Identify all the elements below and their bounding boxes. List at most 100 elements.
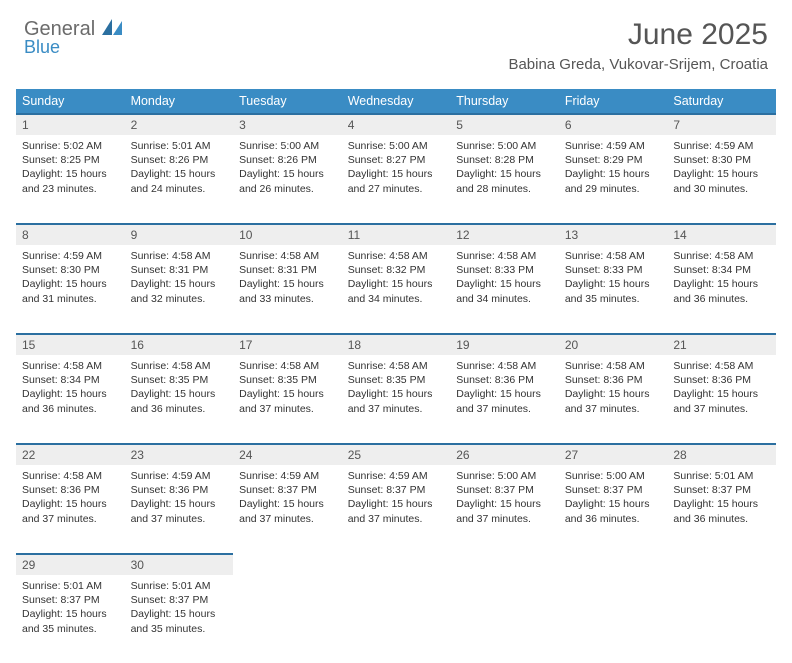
day-detail-line: Daylight: 15 hours and 32 minutes. (131, 277, 228, 305)
day-number-cell: 12 (450, 223, 559, 245)
day-detail-line: Sunset: 8:28 PM (456, 153, 553, 167)
day-number-cell: 10 (233, 223, 342, 245)
day-detail-line: Sunrise: 5:01 AM (673, 469, 770, 483)
day-number: 2 (125, 113, 234, 135)
day-content-cell: Sunrise: 5:01 AMSunset: 8:37 PMDaylight:… (125, 575, 234, 663)
day-details: Sunrise: 4:58 AMSunset: 8:32 PMDaylight:… (342, 245, 451, 314)
day-detail-line: Sunset: 8:30 PM (673, 153, 770, 167)
day-number-cell: 20 (559, 333, 668, 355)
day-content-cell: Sunrise: 4:58 AMSunset: 8:36 PMDaylight:… (450, 355, 559, 443)
day-number: 30 (125, 553, 234, 575)
day-detail-line: Daylight: 15 hours and 37 minutes. (22, 497, 119, 525)
day-content-row: Sunrise: 4:59 AMSunset: 8:30 PMDaylight:… (16, 245, 776, 333)
day-number: 22 (16, 443, 125, 465)
day-content-cell (450, 575, 559, 663)
day-detail-line: Sunset: 8:36 PM (673, 373, 770, 387)
day-number-cell: 4 (342, 113, 451, 135)
day-detail-line: Daylight: 15 hours and 36 minutes. (673, 497, 770, 525)
day-detail-line: Daylight: 15 hours and 26 minutes. (239, 167, 336, 195)
day-detail-line: Sunrise: 4:58 AM (131, 249, 228, 263)
day-detail-line: Sunrise: 4:58 AM (456, 359, 553, 373)
day-details: Sunrise: 5:00 AMSunset: 8:27 PMDaylight:… (342, 135, 451, 204)
day-number-cell: 9 (125, 223, 234, 245)
day-content-cell: Sunrise: 5:01 AMSunset: 8:37 PMDaylight:… (667, 465, 776, 553)
day-detail-line: Daylight: 15 hours and 37 minutes. (565, 387, 662, 415)
day-content-cell: Sunrise: 4:58 AMSunset: 8:32 PMDaylight:… (342, 245, 451, 333)
day-number-cell: 28 (667, 443, 776, 465)
day-detail-line: Sunrise: 4:58 AM (565, 359, 662, 373)
day-number-cell: 16 (125, 333, 234, 355)
day-content-cell: Sunrise: 4:58 AMSunset: 8:35 PMDaylight:… (233, 355, 342, 443)
day-details: Sunrise: 5:01 AMSunset: 8:37 PMDaylight:… (667, 465, 776, 534)
day-number-row: 891011121314 (16, 223, 776, 245)
day-number-cell: 30 (125, 553, 234, 575)
day-number-cell (233, 553, 342, 575)
day-detail-line: Daylight: 15 hours and 34 minutes. (348, 277, 445, 305)
day-content-row: Sunrise: 4:58 AM Sunset: 8:34 PM Daylight:… (16, 355, 776, 443)
day-number-cell: 13 (559, 223, 668, 245)
day-content-cell: Sunrise: 4:58 AMSunset: 8:36 PMDaylight:… (667, 355, 776, 443)
day-details: Sunrise: 4:59 AMSunset: 8:30 PMDaylight:… (16, 245, 125, 314)
day-detail-line: Sunset: 8:37 PM (565, 483, 662, 497)
day-detail-line: Daylight: 15 hours and 36 minutes. (131, 387, 228, 415)
day-number-cell (667, 553, 776, 575)
day-detail-line: Sunset: 8:26 PM (239, 153, 336, 167)
day-content-cell: Sunrise: 5:02 AMSunset: 8:25 PMDaylight:… (16, 135, 125, 223)
day-number: 19 (450, 333, 559, 355)
day-detail-line: Daylight: 15 hours and 27 minutes. (348, 167, 445, 195)
title-block: June 2025 Babina Greda, Vukovar-Srijem, … (508, 18, 768, 73)
day-number-cell: 19 (450, 333, 559, 355)
day-content-cell: Sunrise: 4:59 AMSunset: 8:29 PMDaylight:… (559, 135, 668, 223)
day-detail-line: Sunrise: 4:58 AM (22, 469, 119, 483)
day-detail-line: Daylight: 15 hours and 37 minutes. (239, 497, 336, 525)
day-detail-line: Sunrise: 5:00 AM (456, 139, 553, 153)
page-header: General Blue June 2025 Babina Greda, Vuk… (0, 0, 792, 81)
day-content-cell: Sunrise: 4:59 AMSunset: 8:30 PMDaylight:… (667, 135, 776, 223)
day-detail-line: Daylight: 15 hours and 31 minutes. (22, 277, 119, 305)
day-detail-line: Sunset: 8:34 PM (22, 373, 119, 387)
day-number-cell: 15 (16, 333, 125, 355)
day-content-cell: Sunrise: 4:58 AMSunset: 8:31 PMDaylight:… (125, 245, 234, 333)
day-content-cell: Sunrise: 4:58 AMSunset: 8:33 PMDaylight:… (450, 245, 559, 333)
day-detail-line: Sunrise: 4:58 AM (239, 249, 336, 263)
day-content-cell: Sunrise: 4:59 AMSunset: 8:37 PMDaylight:… (233, 465, 342, 553)
day-number-cell: 8 (16, 223, 125, 245)
day-number: 26 (450, 443, 559, 465)
day-detail-line: Sunrise: 4:58 AM (673, 249, 770, 263)
day-content-cell: Sunrise: 4:58 AMSunset: 8:34 PMDaylight:… (16, 355, 125, 443)
day-detail-line: Sunrise: 4:59 AM (22, 249, 119, 263)
day-details: Sunrise: 4:58 AMSunset: 8:33 PMDaylight:… (559, 245, 668, 314)
day-detail-line: Sunset: 8:37 PM (239, 483, 336, 497)
day-number: 27 (559, 443, 668, 465)
day-detail-line: Sunset: 8:35 PM (239, 373, 336, 387)
day-number-row: 1234567 (16, 113, 776, 135)
day-details: Sunrise: 4:59 AMSunset: 8:37 PMDaylight:… (233, 465, 342, 534)
day-content-row: Sunrise: 5:01 AMSunset: 8:37 PMDaylight:… (16, 575, 776, 663)
day-detail-line: Daylight: 15 hours and 23 minutes. (22, 167, 119, 195)
day-detail-line: Sunset: 8:32 PM (348, 263, 445, 277)
day-number-row: 2930 (16, 553, 776, 575)
day-number: 7 (667, 113, 776, 135)
day-detail-line: Daylight: 15 hours and 37 minutes. (131, 497, 228, 525)
day-detail-line: Sunset: 8:36 PM (456, 373, 553, 387)
day-detail-line: Sunset: 8:35 PM (131, 373, 228, 387)
day-detail-line: Sunrise: 4:59 AM (239, 469, 336, 483)
day-details: Sunrise: 4:58 AMSunset: 8:35 PMDaylight:… (233, 355, 342, 424)
day-number-row: 22232425262728 (16, 443, 776, 465)
day-detail-line: Sunrise: 4:59 AM (673, 139, 770, 153)
day-number-cell: 29 (16, 553, 125, 575)
day-details: Sunrise: 4:59 AMSunset: 8:29 PMDaylight:… (559, 135, 668, 204)
brand-logo: General Blue (24, 18, 124, 58)
day-details: Sunrise: 4:58 AMSunset: 8:34 PMDaylight:… (16, 355, 125, 424)
day-number-cell: 11 (342, 223, 451, 245)
day-detail-line: Sunset: 8:27 PM (348, 153, 445, 167)
day-details: Sunrise: 4:58 AMSunset: 8:31 PMDaylight:… (125, 245, 234, 314)
day-number: 24 (233, 443, 342, 465)
day-number: 9 (125, 223, 234, 245)
day-number: 5 (450, 113, 559, 135)
day-details: Sunrise: 4:58 AMSunset: 8:34 PMDaylight:… (667, 245, 776, 314)
day-number: 23 (125, 443, 234, 465)
day-number-cell: 21 (667, 333, 776, 355)
day-detail-line: Sunrise: 4:58 AM (348, 249, 445, 263)
day-number: 3 (233, 113, 342, 135)
